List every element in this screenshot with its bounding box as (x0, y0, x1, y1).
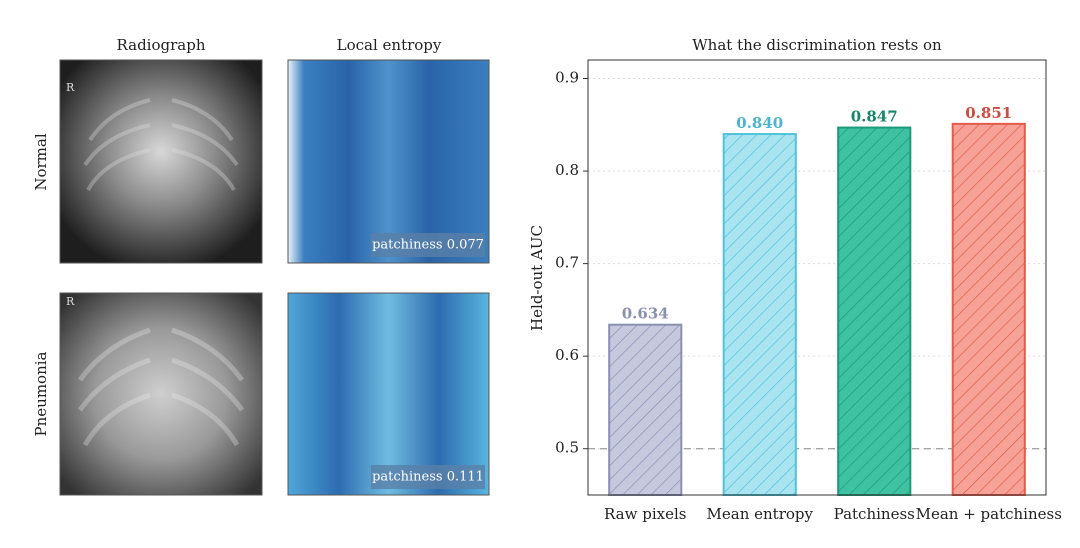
image-panels: Radiograph Local entropy Normal Pneumoni… (32, 36, 490, 496)
y-tick-label: 0.5 (555, 439, 579, 457)
bar (951, 122, 1026, 497)
chart-title: What the discrimination rests on (692, 36, 942, 54)
y-tick-label: 0.6 (555, 346, 579, 364)
row-title: Pneumonia (32, 351, 50, 436)
y-tick-label: 0.9 (555, 69, 579, 87)
value-label: 0.847 (851, 108, 898, 126)
x-tick-label: Patchiness (834, 505, 915, 523)
y-tick-label: 0.8 (555, 161, 579, 179)
annotation: patchiness 0.077 (372, 238, 484, 253)
x-tick-label: Mean + patchiness (916, 505, 1062, 523)
radiograph-pneumonia (59, 292, 263, 496)
xray-mark: R (66, 295, 75, 308)
y-axis-label: Held-out AUC (528, 225, 546, 331)
annotation: patchiness 0.111 (372, 470, 484, 485)
bar-chart: What the discrimination rests on Held-ou… (528, 36, 1062, 523)
plot-frame (587, 59, 1047, 496)
column-title: Local entropy (337, 36, 442, 54)
radiograph-normal (59, 59, 263, 264)
bar (837, 126, 912, 496)
y-tick-label: 0.7 (555, 254, 579, 272)
xray-mark: R (66, 81, 75, 94)
entropy-pneumonia (287, 292, 490, 496)
row-title: Normal (32, 133, 50, 190)
ribs (77, 327, 245, 447)
ribs (83, 98, 239, 192)
column-title: Radiograph (117, 36, 206, 54)
value-label: 0.840 (736, 114, 783, 132)
entropy-normal (287, 59, 490, 264)
value-label: 0.634 (622, 305, 669, 323)
bar (608, 323, 683, 496)
x-tick-label: Mean entropy (707, 505, 814, 523)
value-label: 0.851 (965, 104, 1012, 122)
x-tick-label: Raw pixels (604, 505, 686, 523)
annotation-box (371, 233, 485, 257)
annotation-box (371, 465, 485, 489)
bar (722, 133, 797, 497)
